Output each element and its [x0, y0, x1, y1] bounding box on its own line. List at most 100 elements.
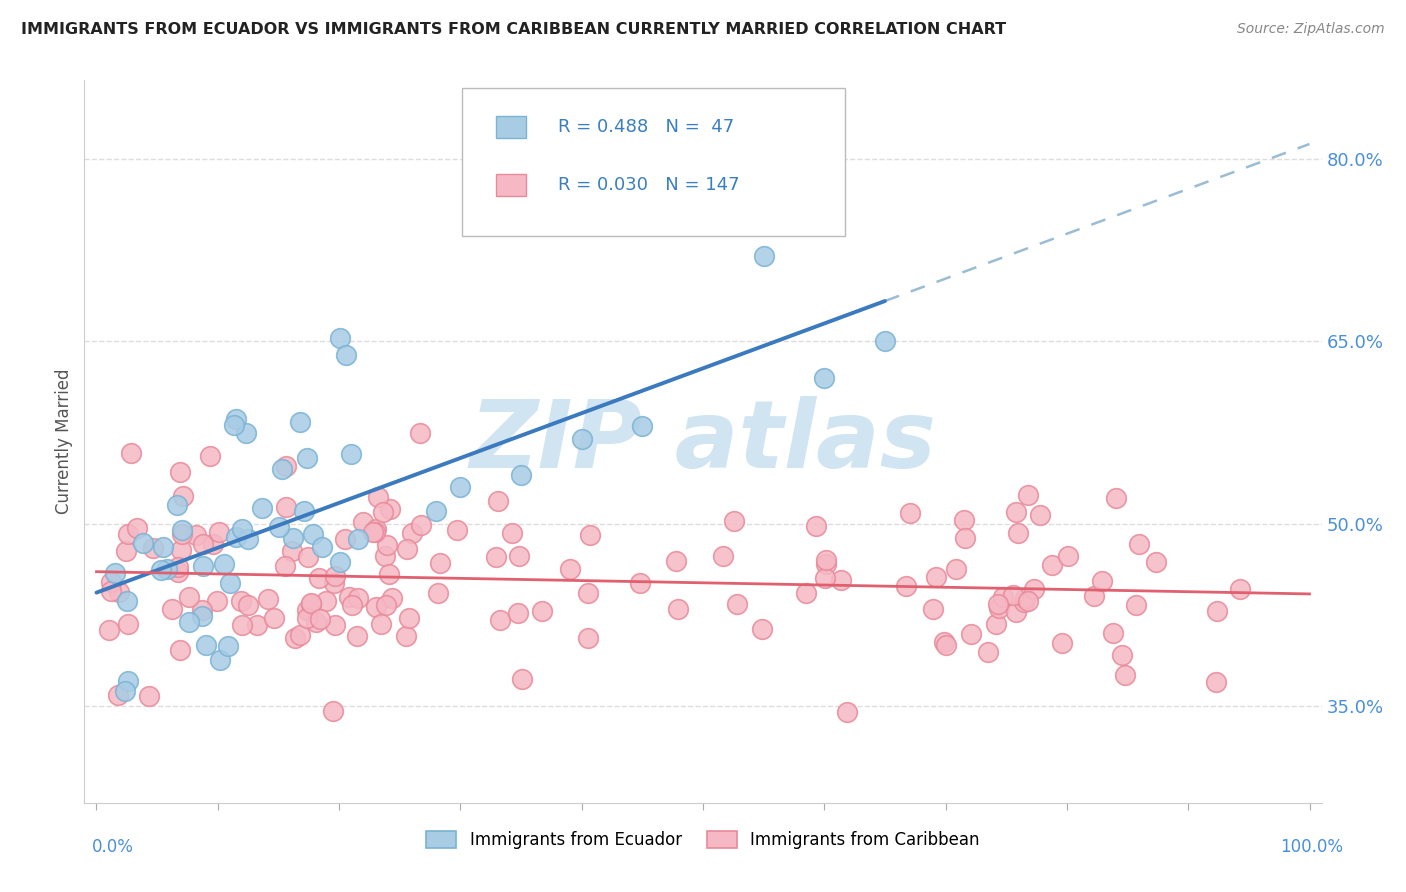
Point: [813, 371, 835, 385]
Point: [100, 583, 122, 598]
FancyBboxPatch shape: [461, 87, 845, 235]
Point: [177, 615, 200, 629]
Text: Source: ZipAtlas.com: Source: ZipAtlas.com: [1237, 22, 1385, 37]
Point: [308, 571, 330, 585]
Point: [814, 558, 837, 572]
Point: [409, 426, 432, 441]
Point: [323, 617, 346, 632]
Point: [364, 522, 387, 536]
Point: [104, 566, 127, 580]
Text: IMMIGRANTS FROM ECUADOR VS IMMIGRANTS FROM CARIBBEAN CURRENTLY MARRIED CORRELATI: IMMIGRANTS FROM ECUADOR VS IMMIGRANTS FR…: [21, 22, 1007, 37]
Point: [1007, 525, 1029, 540]
Point: [166, 560, 188, 574]
Point: [193, 559, 215, 574]
Point: [179, 591, 201, 605]
Point: [628, 575, 651, 590]
Point: [579, 528, 602, 542]
Point: [395, 629, 418, 643]
Point: [117, 617, 139, 632]
Point: [329, 331, 352, 345]
Point: [208, 524, 231, 539]
Point: [156, 562, 179, 576]
Point: [666, 602, 689, 616]
Point: [297, 451, 319, 466]
Point: [425, 504, 447, 518]
Point: [378, 566, 401, 581]
Point: [1040, 558, 1063, 572]
Point: [274, 458, 297, 473]
Point: [1056, 549, 1078, 564]
Point: [1052, 636, 1074, 650]
Point: [337, 591, 360, 605]
Point: [1002, 588, 1025, 602]
Point: [631, 419, 654, 434]
Point: [117, 527, 139, 541]
Point: [305, 615, 328, 629]
Point: [506, 606, 529, 620]
Point: [1128, 537, 1150, 551]
Point: [873, 334, 896, 349]
Point: [489, 613, 512, 627]
Point: [1105, 491, 1128, 505]
Point: [263, 610, 285, 624]
Text: 100.0%: 100.0%: [1279, 838, 1343, 855]
Point: [346, 532, 368, 546]
Legend: Immigrants from Ecuador, Immigrants from Caribbean: Immigrants from Ecuador, Immigrants from…: [419, 824, 987, 856]
Point: [723, 514, 745, 528]
Point: [991, 590, 1014, 604]
Point: [1102, 626, 1125, 640]
Point: [1028, 508, 1050, 522]
Point: [138, 690, 160, 704]
Point: [172, 527, 194, 541]
Point: [295, 603, 318, 617]
Point: [813, 571, 835, 585]
Point: [100, 574, 122, 589]
Point: [1144, 555, 1167, 569]
Point: [340, 598, 363, 612]
Point: [169, 542, 191, 557]
Point: [273, 558, 295, 573]
Point: [281, 543, 304, 558]
Bar: [496, 174, 526, 196]
Point: [835, 705, 858, 719]
Point: [347, 591, 370, 606]
Point: [409, 518, 432, 533]
Point: [665, 554, 688, 568]
Point: [531, 604, 554, 618]
Point: [987, 601, 1010, 615]
Point: [299, 597, 322, 611]
Point: [315, 594, 337, 608]
Text: ZIP atlas: ZIP atlas: [470, 395, 936, 488]
Point: [152, 540, 174, 554]
Point: [374, 598, 396, 612]
Point: [231, 522, 253, 536]
Point: [510, 467, 533, 482]
Point: [984, 617, 1007, 632]
Point: [114, 543, 136, 558]
Point: [935, 638, 957, 652]
Point: [1111, 648, 1133, 662]
Point: [209, 653, 232, 667]
Text: 0.0%: 0.0%: [91, 838, 134, 855]
Point: [235, 425, 257, 440]
Point: [127, 521, 149, 535]
Point: [222, 417, 245, 432]
Point: [170, 523, 193, 537]
Point: [281, 531, 304, 545]
Point: [190, 603, 212, 617]
Point: [977, 645, 1000, 659]
Point: [501, 526, 523, 541]
Point: [294, 503, 316, 517]
Point: [267, 520, 290, 534]
Point: [486, 494, 509, 508]
Point: [238, 598, 260, 612]
Point: [398, 611, 420, 625]
Point: [794, 585, 817, 599]
Point: [217, 640, 239, 654]
Point: [364, 600, 387, 615]
Point: [212, 558, 235, 572]
Point: [114, 684, 136, 698]
Point: [191, 609, 214, 624]
Point: [117, 673, 139, 688]
Point: [1005, 505, 1028, 519]
